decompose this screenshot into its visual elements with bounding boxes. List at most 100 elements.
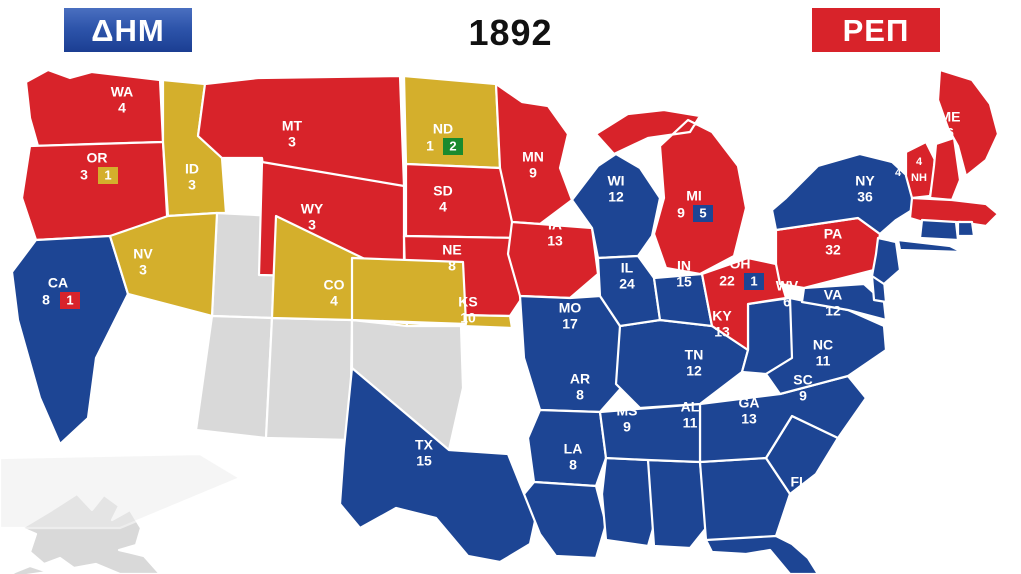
state-label-pa: PA 32 [824,226,842,258]
state-tx [338,366,542,564]
label-ev-mo: 17 [562,316,578,332]
label-ab-il: IL [621,260,634,276]
label-ab-ks: KS [458,294,477,310]
badge-value-mi: 5 [699,205,706,220]
badge-nd: 2 [443,138,463,155]
label-ab-sc: SC [793,372,812,388]
state-label-me: ME 6 [940,109,961,141]
state-li [896,238,964,254]
label-ev-mt: 3 [288,134,296,150]
label-ev-la: 8 [569,457,577,473]
state-label-oh: OH 22 1 [719,256,764,290]
label-ev-or: 3 [80,167,88,183]
state-label-ne: NE 8 [442,242,461,274]
state-label-tx: TX 15 [415,437,434,469]
label-ev-il: 24 [619,276,635,292]
state-label-ms: MS 9 [617,403,638,435]
label-ab-oh: OH [730,256,751,272]
label-ab-id: ID [185,161,199,177]
democratic-party-badge: ΔΗΜ [64,8,192,52]
state-label-mt: MT 3 [282,118,303,150]
label-ab-nd: ND [433,121,453,137]
label-ab-nh: NH [911,172,927,184]
badge-ca: 1 [60,292,80,309]
label-ab-ne: NE [442,242,461,258]
state-ca [10,234,130,446]
state-wi [570,152,662,260]
label-ab-me: ME [940,109,961,125]
label-ev-al: 11 [683,415,698,431]
label-ab-wv: WV [776,278,799,294]
state-label-ky: KY 13 [712,308,732,340]
state-label-ar: AR 8 [570,371,590,403]
label-ab-fl: FL [790,474,808,490]
label-ev-in: 15 [676,274,692,290]
state-label-mi: MI 9 5 [677,188,713,222]
state-ny [770,152,920,236]
label-ab-in: IN [677,258,691,274]
label-ab-ga: GA [739,395,760,411]
label-ev-ga: 13 [741,411,757,427]
label-ab-wa: WA [111,84,134,100]
badge-oh: 1 [744,273,764,290]
label-ab-ia: IA [548,217,562,233]
badge-value-ca: 1 [66,292,73,307]
state-label-va: VA 12 [824,287,842,319]
state-label-sd: SD 4 [433,183,452,215]
label-ab-wy: WY [301,201,324,217]
state-label-ny: NY 36 [855,173,875,205]
label-ev-nh: 4 [916,156,923,168]
state-label-wy: WY 3 [301,201,324,233]
badge-or: 1 [98,167,118,184]
state-label-ga: GA 13 [739,395,760,427]
state-ri [956,220,976,238]
label-ab-al: AL [681,399,700,415]
label-ev-fl: 4 [795,490,803,506]
label-ev-oh: 22 [719,273,735,289]
canada-shadow [0,452,242,530]
republican-party-badge: ΡΕΠ [812,8,940,52]
state-label-wv: WV 6 [776,278,799,310]
label-ab-ky: KY [712,308,732,324]
state-label-co: CO 4 [324,277,345,309]
state-md [800,282,888,322]
label-ev-vt: 4 [895,167,902,179]
state-mi [594,108,748,276]
state-ma [908,196,1000,228]
label-ev-me: 6 [946,125,954,141]
state-label-nc: NC 11 [813,337,833,369]
label-ev-ms: 9 [623,419,631,435]
label-ev-nc: 11 [816,353,831,369]
badge-value-nd: 2 [449,138,456,153]
state-oh [700,256,788,352]
state-label-wa: WA 4 [111,84,134,116]
label-ev-mn: 9 [529,165,537,181]
label-ev-mi: 9 [677,205,685,221]
label-ab-ms: MS [617,403,638,419]
state-mn [494,82,574,226]
label-ab-nv: NV [133,246,153,262]
state-wa [24,68,165,148]
badge-mi: 5 [693,205,713,222]
label-ab-ny: NY [855,173,875,189]
state-nv [108,211,219,318]
state-label-ks: KS 10 [458,294,477,326]
state-label-wi: WI 12 [607,173,624,205]
label-ev-ia: 13 [547,233,563,249]
label-ab-sd: SD [433,183,452,199]
state-nh [928,136,962,202]
state-ia [506,220,600,300]
page-title: 1892 [468,12,553,53]
label-ev-ne: 8 [448,258,456,274]
label-ab-mn: MN [522,149,544,165]
badge-value-oh: 1 [750,273,757,288]
label-ev-ar: 8 [576,387,584,403]
state-nj [870,236,902,286]
label-ab-mt: MT [282,118,303,134]
state-az [194,314,274,440]
label-ab-va: VA [824,287,842,303]
label-ab-co: CO [324,277,345,293]
label-ab-mi: MI [686,188,702,204]
state-label-tn: TN 12 [685,347,704,379]
